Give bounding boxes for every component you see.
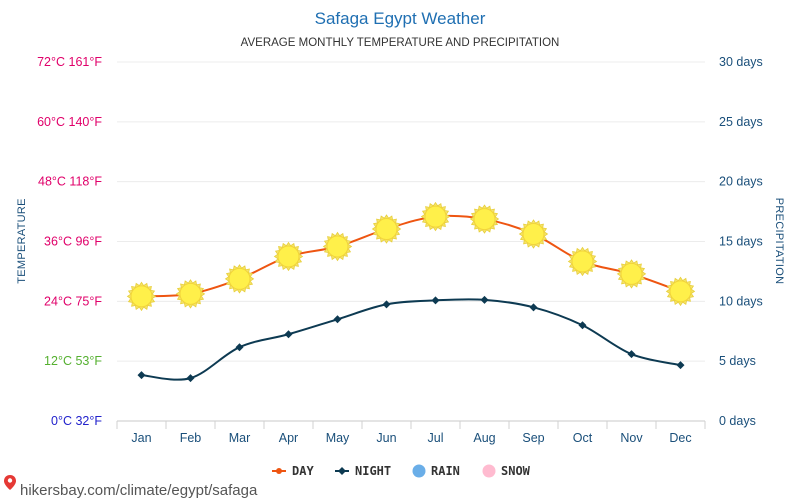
sun-core	[179, 282, 202, 305]
series-line-night	[141, 298, 681, 381]
right-axis-ticks: 0 days 5 days 10 days 15 days 20 days 25 days…	[719, 55, 763, 428]
right-tick-label: 20 days	[719, 175, 763, 189]
legend-label: SNOW	[501, 464, 531, 478]
night-point	[431, 296, 440, 305]
legend: DAY NIGHT RAIN SNOW	[272, 464, 531, 478]
legend-label: RAIN	[431, 464, 460, 478]
sun-icon	[420, 201, 451, 232]
night-point	[186, 374, 195, 383]
night-point	[529, 303, 538, 312]
night-point	[137, 371, 146, 380]
legend-circle-icon	[482, 464, 496, 478]
sun-core	[424, 205, 447, 228]
left-tick-label: 72°C 161°F	[37, 55, 102, 69]
left-tick-label: 36°C 96°F	[44, 235, 102, 249]
sun-core	[669, 280, 692, 303]
sun-core	[571, 250, 594, 273]
sun-core	[522, 223, 545, 246]
legend-item-snow[interactable]: SNOW	[482, 464, 531, 478]
sun-core	[473, 208, 496, 231]
x-tick-label: Mar	[229, 431, 251, 445]
night-point	[284, 330, 293, 339]
x-tick-label: Sep	[522, 431, 544, 445]
sun-icon	[567, 246, 598, 277]
legend-item-rain[interactable]: RAIN	[412, 464, 460, 478]
sun-icon	[616, 259, 647, 289]
left-axis-ticks: 0°C 32°F 12°C 53°F 24°C 75°F 36°C 96°F 48°C …	[37, 55, 102, 428]
legend-label: DAY	[292, 464, 314, 478]
sun-icon	[273, 241, 304, 272]
x-tick-label: Jan	[131, 431, 151, 445]
left-axis-title: TEMPERATURE	[16, 198, 28, 284]
x-tick-label: Feb	[180, 431, 202, 445]
night-point	[333, 315, 342, 324]
right-tick-label: 25 days	[719, 115, 763, 129]
sun-core	[620, 262, 643, 285]
footer[interactable]: hikersbay.com/climate/egypt/safaga	[4, 475, 258, 499]
grid-lines	[117, 61, 705, 422]
sun-core	[375, 218, 398, 241]
x-tick-label: Dec	[669, 431, 691, 445]
right-axis-title: PRECIPITATION	[773, 198, 785, 285]
location-pin-icon	[4, 475, 16, 490]
night-point	[578, 321, 587, 330]
sun-icon	[224, 264, 255, 294]
legend-label: NIGHT	[355, 464, 391, 478]
x-tick-label: Apr	[279, 431, 298, 445]
legend-dot-icon	[276, 468, 282, 474]
chart-title: Safaga Egypt Weather	[315, 9, 486, 28]
sun-icon	[665, 276, 696, 307]
sun-core	[326, 235, 349, 258]
legend-item-night[interactable]: NIGHT	[335, 464, 391, 478]
night-point	[382, 300, 391, 309]
sun-icon	[126, 281, 157, 312]
sun-icon	[175, 279, 206, 309]
sun-core	[228, 267, 251, 290]
x-axis-ticks: Jan Feb Mar Apr May Jun Jul Aug Sep Oct Nov Dec	[116, 421, 706, 445]
legend-item-day[interactable]: DAY	[272, 464, 314, 478]
left-tick-label: 12°C 53°F	[44, 354, 102, 368]
sun-core	[277, 245, 300, 268]
night-point	[235, 343, 244, 352]
series-layer	[126, 201, 696, 383]
night-point	[627, 350, 636, 359]
x-tick-label: Aug	[473, 431, 495, 445]
x-tick-label: Oct	[573, 431, 593, 445]
right-tick-label: 30 days	[719, 55, 763, 69]
sun-core	[130, 285, 153, 308]
sun-icon	[469, 204, 500, 234]
x-tick-label: Jul	[428, 431, 444, 445]
left-tick-label: 0°C 32°F	[51, 414, 102, 428]
x-tick-label: Jun	[376, 431, 396, 445]
legend-diamond-icon	[338, 467, 346, 475]
right-tick-label: 15 days	[719, 235, 763, 249]
night-point	[480, 295, 489, 304]
chart-subtitle: AVERAGE MONTHLY TEMPERATURE AND PRECIPIT…	[241, 37, 560, 49]
footer-link[interactable]: hikersbay.com/climate/egypt/safaga	[20, 482, 258, 499]
series-line-day	[141, 214, 681, 298]
sun-icon	[371, 214, 402, 244]
left-tick-label: 24°C 75°F	[44, 294, 102, 308]
legend-circle-icon	[412, 464, 426, 478]
right-tick-label: 0 days	[719, 414, 756, 428]
right-tick-label: 10 days	[719, 294, 763, 308]
night-point	[676, 361, 685, 370]
left-tick-label: 48°C 118°F	[38, 175, 102, 189]
x-tick-label: May	[326, 431, 350, 445]
sun-icon	[518, 219, 549, 249]
sun-icon	[322, 231, 353, 262]
left-tick-label: 60°C 140°F	[37, 115, 102, 129]
right-tick-label: 5 days	[719, 354, 756, 368]
x-tick-label: Nov	[620, 431, 643, 445]
